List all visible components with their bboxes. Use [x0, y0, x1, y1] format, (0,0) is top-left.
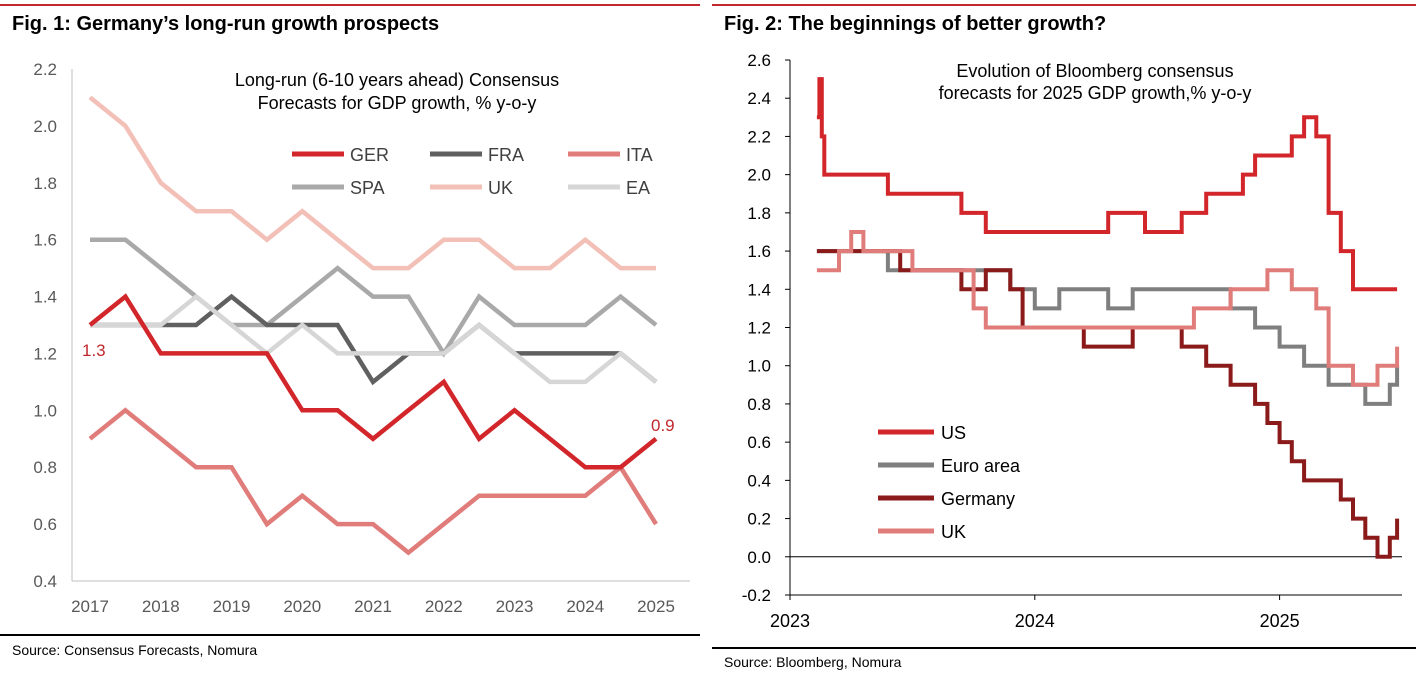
figure-1-bottom-rule — [0, 634, 700, 636]
x-tick-label: 2020 — [283, 597, 321, 616]
figure-2-chart: -0.2 0.0 0.2 0.4 0.6 0.8 1.0 1.2 1.4 1.6 1.8 2.0 2.2… — [742, 51, 1402, 631]
x-tick-label: 2024 — [1015, 611, 1055, 631]
legend-label-euro-area: Euro area — [941, 456, 1021, 476]
chart-subtitle: forecasts for 2025 GDP growth,% y-o-y — [939, 83, 1252, 103]
y-tick-label: 1.8 — [747, 204, 771, 223]
figure-2-top-rule — [712, 4, 1416, 6]
y-tick-label: 1.0 — [747, 357, 771, 376]
y-tick-label: 2.6 — [747, 51, 771, 70]
x-tick-label: 2021 — [354, 597, 392, 616]
series-line-ger — [88, 293, 658, 470]
y-tick-label: 0.8 — [33, 458, 57, 477]
figure-2-title: Fig. 2: The beginnings of better growth? — [724, 13, 1107, 35]
series-line-germany — [816, 249, 1400, 559]
y-tick-label: 2.4 — [747, 89, 771, 108]
y-tick-label: 0.4 — [747, 471, 771, 490]
y-tick-label: 0.0 — [747, 548, 771, 567]
y-tick-label: 2.2 — [33, 60, 57, 79]
y-tick-label: 0.6 — [33, 515, 57, 534]
y-tick-label: 2.0 — [33, 117, 57, 136]
series-line-uk — [816, 230, 1400, 387]
legend-label-germany: Germany — [941, 489, 1015, 509]
figure-1-chart: 0.4 0.6 0.8 1.0 1.2 1.4 1.6 1.8 2.0 2.2 2017 2018 20… — [33, 60, 690, 616]
x-tick-label: 2018 — [142, 597, 180, 616]
chart-subtitle: Evolution of Bloomberg consensus — [956, 61, 1233, 81]
series-line-ea — [90, 293, 658, 385]
y-tick-label: 0.6 — [747, 433, 771, 452]
y-tick-label: 2.0 — [747, 166, 771, 185]
legend-label-uk: UK — [488, 178, 513, 198]
series-line-us — [816, 77, 1398, 292]
figure-1-title: Fig. 1: Germany’s long-run growth prospe… — [12, 13, 440, 35]
y-tick-label: 1.8 — [33, 174, 57, 193]
figure-2-panel: Fig. 2: The beginnings of better growth?… — [712, 0, 1416, 676]
series-line-fra — [90, 293, 658, 386]
y-tick-label: -0.2 — [742, 586, 771, 605]
figure-2-bottom-rule — [712, 647, 1416, 649]
x-tick-label: 2017 — [71, 597, 109, 616]
series-line-spa — [90, 237, 658, 358]
data-label-first: 1.3 — [82, 341, 106, 360]
y-tick-label: 0.4 — [33, 572, 57, 591]
y-tick-label: 0.8 — [747, 395, 771, 414]
figure-1-source: Source: Consensus Forecasts, Nomura — [12, 642, 258, 658]
x-tick-label: 2024 — [566, 597, 604, 616]
figure-1-panel: Fig. 1: Germany’s long-run growth prospe… — [0, 0, 700, 676]
legend-label-ea: EA — [626, 178, 650, 198]
figure-2-source: Source: Bloomberg, Nomura — [724, 654, 902, 670]
x-tick-label: 2022 — [425, 597, 463, 616]
y-tick-label: 1.0 — [33, 401, 57, 420]
y-tick-label: 1.6 — [33, 231, 57, 250]
series-line-ita — [88, 407, 658, 556]
y-tick-label: 1.4 — [747, 280, 771, 299]
y-tick-label: 1.6 — [747, 242, 771, 261]
y-tick-label: 0.2 — [747, 510, 771, 529]
legend-label-spa: SPA — [350, 178, 385, 198]
chart-subtitle: Long-run (6-10 years ahead) Consensus — [235, 70, 559, 90]
x-tick-label: 2023 — [770, 611, 810, 631]
x-tick-label: 2025 — [637, 597, 675, 616]
x-tick-label: 2025 — [1260, 611, 1300, 631]
legend-label-ger: GER — [350, 145, 389, 165]
y-tick-label: 1.2 — [747, 319, 771, 338]
x-tick-label: 2023 — [496, 597, 534, 616]
figure-1-top-rule — [0, 4, 700, 6]
chart-subtitle: Forecasts for GDP growth, % y-o-y — [258, 93, 537, 113]
y-tick-label: 1.2 — [33, 344, 57, 363]
data-label-last: 0.9 — [651, 416, 675, 435]
y-tick-label: 1.4 — [33, 288, 57, 307]
x-tick-label: 2019 — [213, 597, 251, 616]
legend-label-us: US — [941, 423, 966, 443]
y-tick-label: 2.2 — [747, 127, 771, 146]
series-line-uk — [88, 95, 656, 271]
legend-label-fra: FRA — [488, 145, 524, 165]
legend-label-uk: UK — [941, 522, 966, 542]
legend-label-ita: ITA — [626, 145, 653, 165]
